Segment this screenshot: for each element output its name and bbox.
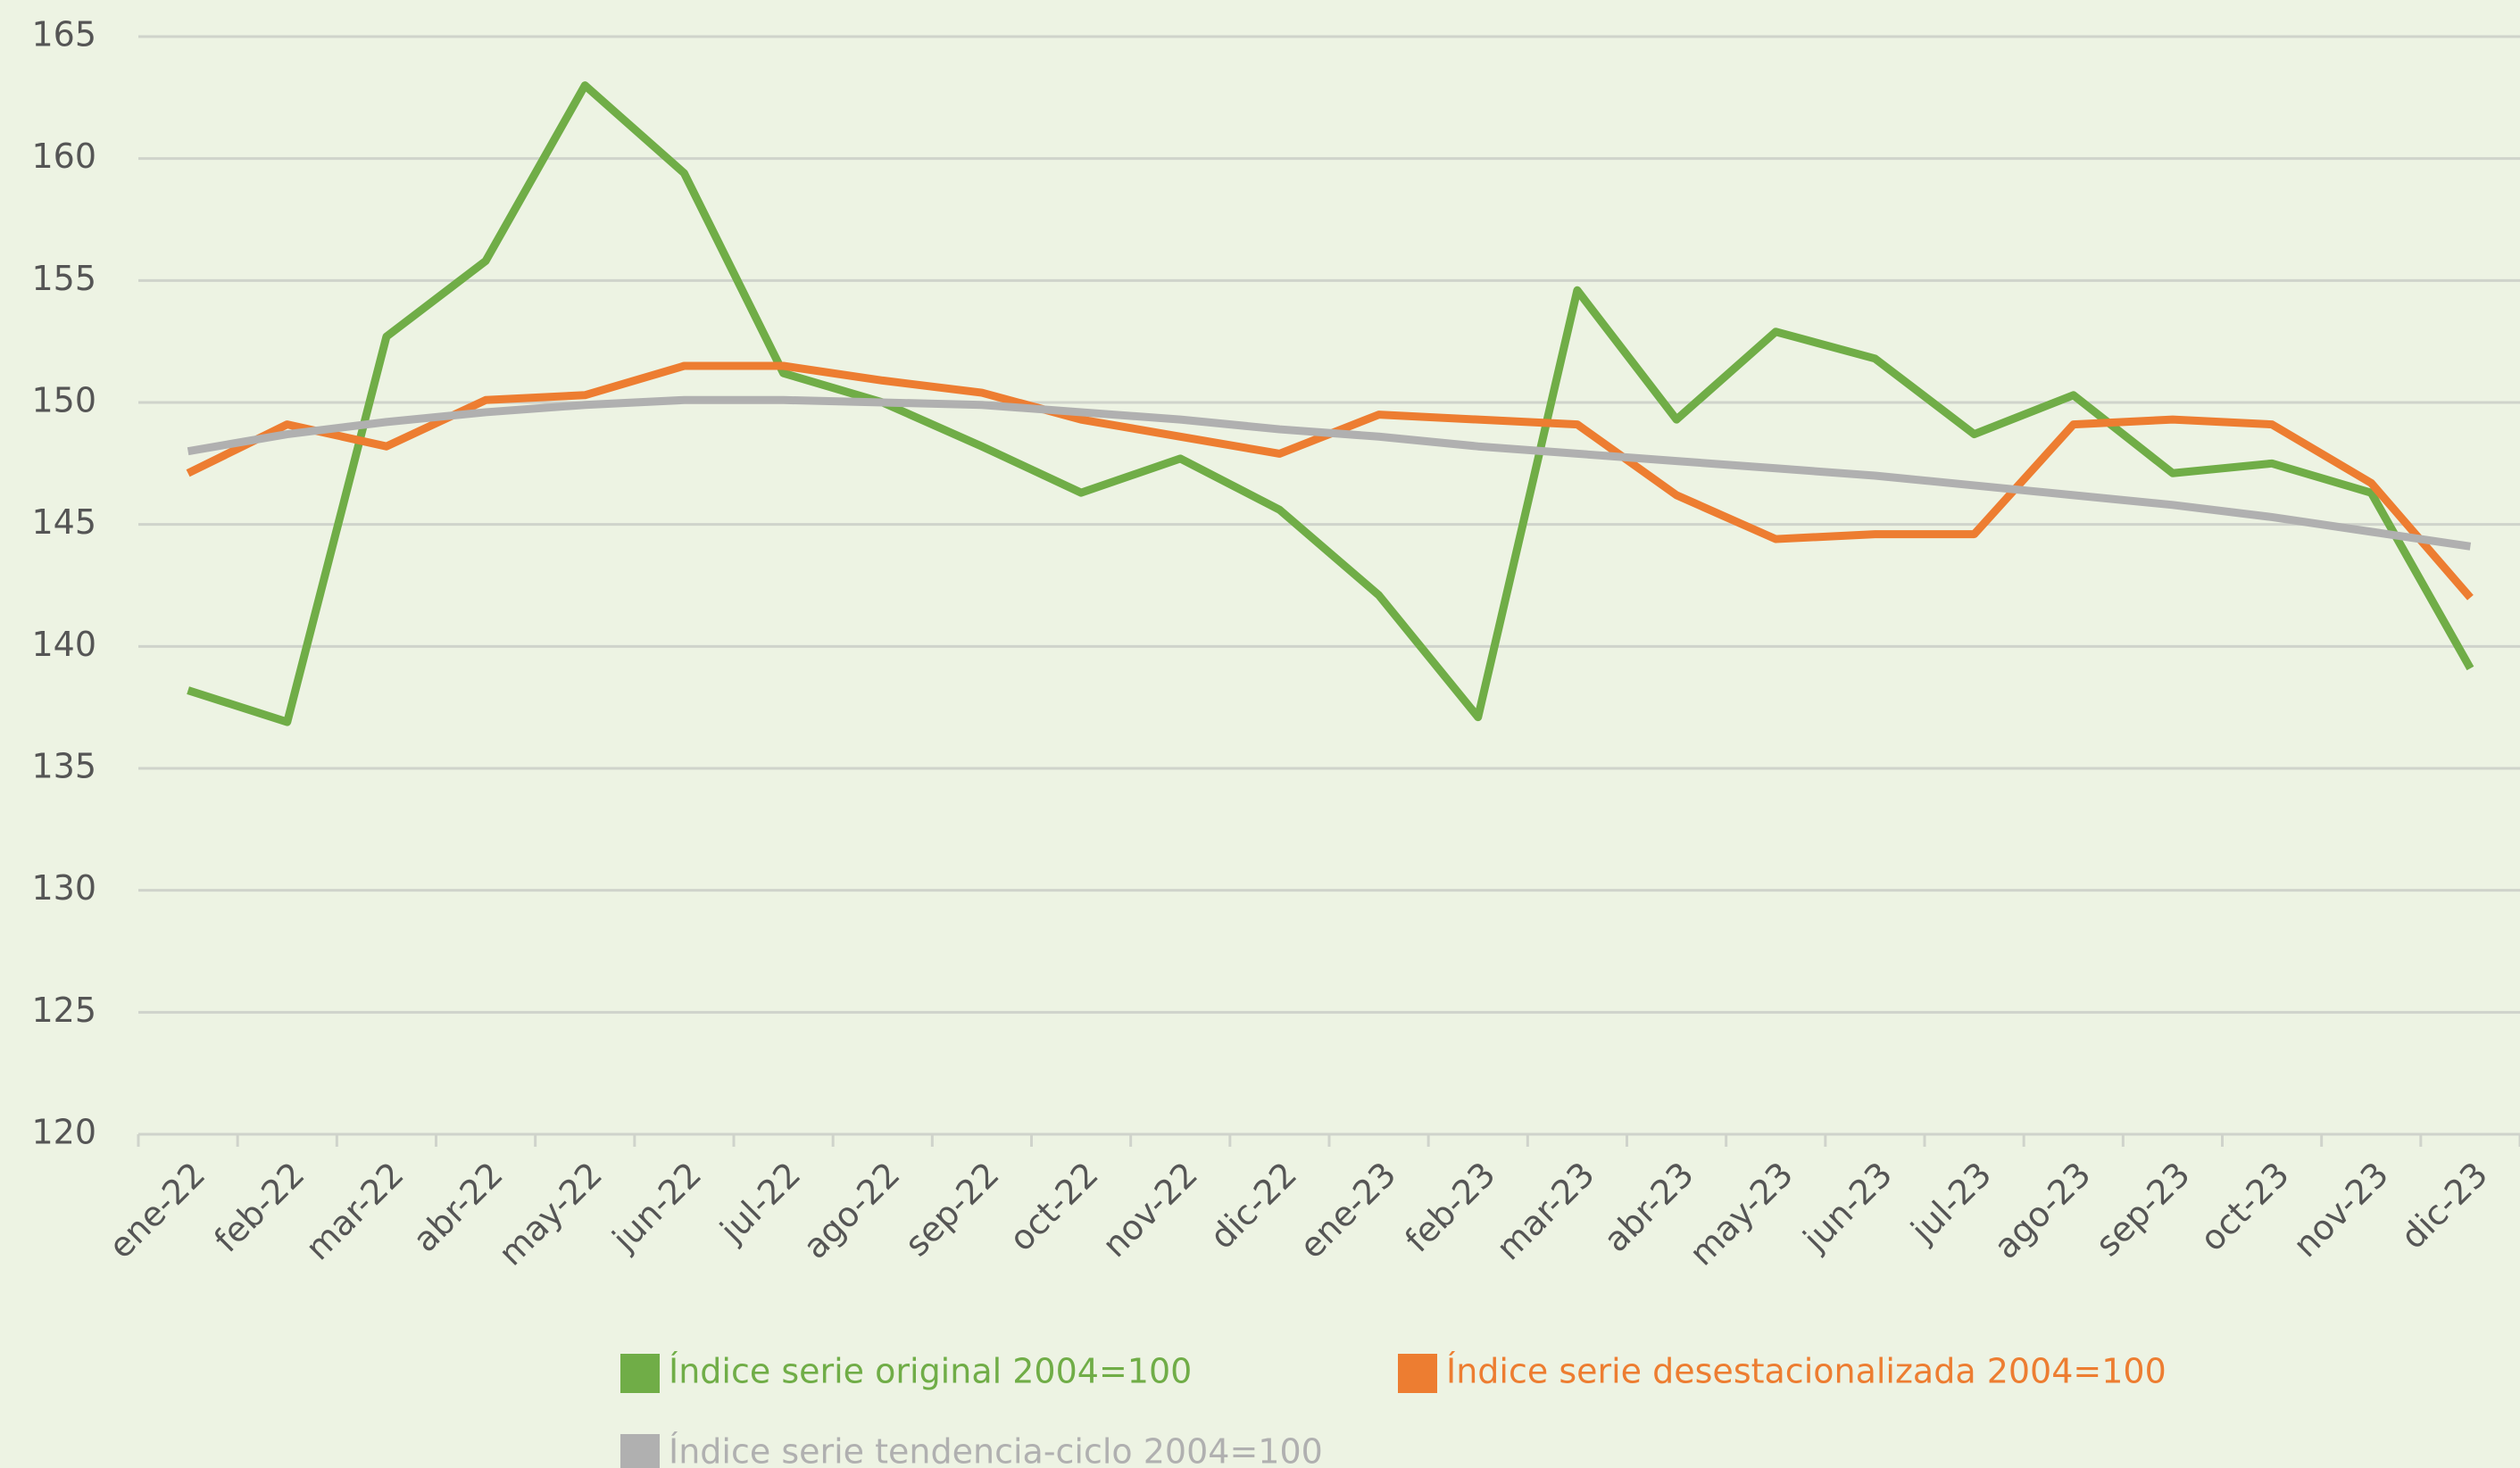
y-tick-label: 155 [31, 259, 96, 298]
x-tick-label: sep-23 [2088, 1155, 2198, 1265]
legend-swatch [1398, 1354, 1437, 1393]
x-tick-label: mar-23 [1489, 1155, 1602, 1268]
x-tick-label: dic-22 [1202, 1155, 1304, 1257]
x-tick-label: jun-23 [1795, 1155, 1900, 1259]
x-tick-label: feb-22 [206, 1155, 312, 1260]
y-tick-label: 120 [31, 1113, 96, 1152]
x-tick-label: may-23 [1682, 1155, 1801, 1273]
x-tick-label: dic-23 [2393, 1155, 2495, 1257]
y-tick-label: 125 [31, 991, 96, 1030]
y-tick-label: 135 [31, 747, 96, 786]
legend-label: Índice serie desestacionalizada 2004=100 [1446, 1352, 2167, 1391]
x-tick-label: feb-23 [1397, 1155, 1502, 1260]
x-tick-label: jun-22 [604, 1155, 709, 1259]
legend-swatch [620, 1354, 660, 1393]
y-tick-label: 150 [31, 381, 96, 420]
series-line [186, 361, 2474, 601]
legend-label: Índice serie original 2004=100 [669, 1352, 1192, 1391]
x-tick-label: ene-23 [1292, 1155, 1403, 1266]
legend-swatch [620, 1434, 660, 1468]
y-tick-label: 165 [31, 15, 96, 54]
x-tick-label: ene-22 [101, 1155, 212, 1266]
x-tick-label: sep-22 [897, 1155, 1007, 1265]
x-tick-label: nov-23 [2285, 1155, 2396, 1265]
y-tick-label: 160 [31, 137, 96, 176]
series-line [187, 395, 2472, 551]
x-tick-label: jul-22 [712, 1155, 809, 1251]
series-line [187, 81, 2474, 726]
x-tick-label: nov-22 [1094, 1155, 1205, 1265]
x-tick-label: jul-23 [1903, 1155, 2000, 1251]
x-tick-label: may-22 [491, 1155, 610, 1273]
x-tick-label: ago-23 [1986, 1155, 2098, 1266]
x-tick-label: oct-23 [2192, 1155, 2297, 1259]
legend-label: Índice serie tendencia-ciclo 2004=100 [669, 1432, 1323, 1468]
y-tick-label: 140 [31, 625, 96, 664]
y-tick-label: 145 [31, 502, 96, 542]
y-tick-label: 130 [31, 868, 96, 908]
x-tick-label: ago-22 [795, 1155, 907, 1266]
x-tick-label: mar-22 [298, 1155, 412, 1268]
x-tick-label: oct-22 [1002, 1155, 1106, 1259]
